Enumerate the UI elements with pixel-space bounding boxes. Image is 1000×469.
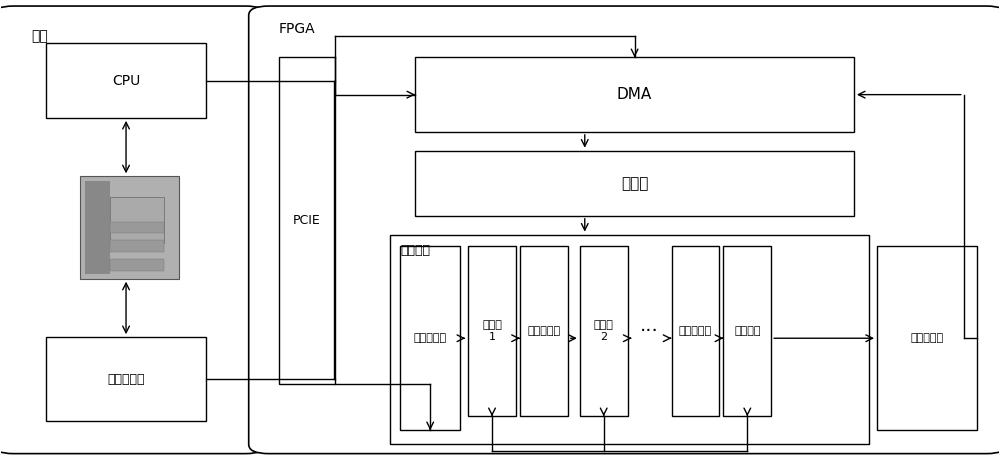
FancyBboxPatch shape: [249, 6, 1000, 454]
Bar: [110, 240, 164, 252]
Bar: [46, 337, 206, 421]
Bar: [415, 151, 854, 216]
Bar: [80, 176, 179, 279]
Text: 全连接层: 全连接层: [734, 326, 761, 336]
Text: 卷积层
2: 卷积层 2: [594, 320, 614, 342]
Text: 控制器: 控制器: [621, 176, 648, 191]
Bar: [580, 246, 628, 416]
Text: 计算单元: 计算单元: [400, 244, 430, 257]
Text: 卷积层
1: 卷积层 1: [482, 320, 502, 342]
Bar: [520, 246, 568, 416]
Text: ···: ···: [640, 322, 659, 341]
FancyBboxPatch shape: [0, 6, 266, 454]
Bar: [85, 181, 110, 274]
Bar: [415, 57, 854, 132]
Bar: [877, 246, 977, 431]
Text: DMA: DMA: [617, 87, 652, 102]
Bar: [110, 222, 164, 233]
Text: FPGA: FPGA: [279, 23, 315, 37]
Bar: [46, 43, 206, 118]
Text: 片上存储器: 片上存储器: [527, 326, 560, 336]
Text: 片上存储器: 片上存储器: [679, 326, 712, 336]
Bar: [110, 259, 164, 271]
Bar: [279, 57, 335, 384]
Text: 输出存储器: 输出存储器: [910, 333, 943, 343]
Bar: [723, 246, 771, 416]
Bar: [400, 246, 460, 431]
Text: PCIE: PCIE: [293, 214, 321, 227]
Text: 输入存储器: 输入存储器: [414, 333, 447, 343]
Text: 外部存储器: 外部存储器: [107, 372, 145, 386]
Bar: [390, 234, 869, 444]
Text: 主机: 主机: [31, 30, 48, 43]
Bar: [110, 197, 164, 243]
Bar: [468, 246, 516, 416]
Bar: [672, 246, 719, 416]
Text: CPU: CPU: [112, 74, 140, 88]
